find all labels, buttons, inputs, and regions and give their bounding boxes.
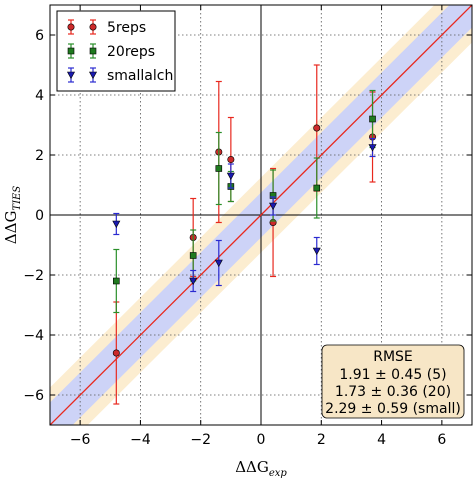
x-tick-label: 0 (257, 432, 266, 448)
data-point-20reps (215, 165, 223, 172)
legend-marker-5reps (89, 23, 97, 31)
axis-labels: ΔΔGexp ΔΔGTIES (2, 186, 287, 479)
legend-item-5reps: 5reps (67, 19, 146, 36)
x-tick-label: −4 (130, 432, 151, 448)
data-point-smallalch (312, 247, 321, 256)
data-point-5reps (227, 156, 235, 164)
data-point-smallalch (368, 144, 377, 152)
legend-marker-smallalch (88, 71, 98, 80)
legend-label-20reps: 20reps (107, 44, 155, 60)
legend-label-5reps: 5reps (107, 20, 146, 36)
legend-label-smallalch: smallalch (107, 68, 173, 84)
data-point-20reps (113, 277, 120, 285)
rmse-line: 1.73 ± 0.36 (20) (335, 384, 451, 400)
y-axis-label: ΔΔGTIES (2, 186, 23, 245)
data-point-smallalch (112, 220, 121, 229)
legend: 5reps 20reps smallalch (56, 10, 176, 92)
x-axis-label-sub: exp (269, 468, 288, 479)
legend-marker-20reps (89, 47, 97, 55)
data-point-20reps (189, 252, 197, 259)
x-tick-label: 2 (317, 432, 326, 448)
x-axis-label-main: ΔΔG (235, 458, 269, 476)
legend-item-smallalch: smallalch (66, 67, 173, 84)
y-tick-label: −2 (23, 268, 44, 284)
legend-item-20reps: 20reps (67, 43, 155, 60)
y-tick-label: 6 (35, 28, 44, 44)
series-smallalch (112, 137, 377, 293)
legend-box (56, 10, 176, 92)
data-point-smallalch (189, 277, 198, 286)
x-tick-label: 4 (377, 432, 386, 448)
data-point-20reps (369, 115, 376, 123)
x-tick-label: −2 (190, 432, 211, 448)
legend-marker-20reps (67, 47, 75, 55)
rmse-line: 2.29 ± 0.59 (small) (325, 401, 461, 417)
y-tick-label: 2 (35, 148, 44, 164)
data-points (112, 64, 377, 405)
y-tick-label: −4 (23, 328, 44, 344)
rmse-title: RMSE (373, 349, 413, 365)
x-tick-label: −6 (70, 432, 91, 448)
data-point-smallalch (226, 172, 235, 181)
x-axis-label: ΔΔGexp (235, 458, 287, 479)
data-point-smallalch (214, 259, 223, 268)
legend-marker-smallalch (66, 71, 76, 80)
legend-marker-5reps (67, 23, 75, 31)
data-point-5reps (112, 349, 120, 357)
data-point-smallalch (269, 202, 278, 211)
y-tick-label: 4 (35, 88, 44, 104)
identity-line-group (50, 5, 472, 425)
y-axis-label-sub: TIES (12, 186, 23, 211)
y-axis-label-main: ΔΔG (2, 211, 20, 245)
rmse-annotation: RMSE 1.91 ± 0.45 (5)1.73 ± 0.36 (20)2.29 … (321, 344, 465, 419)
identity-line (50, 5, 472, 425)
y-tick-label: −6 (23, 388, 44, 404)
rmse-line: 1.91 ± 0.45 (5) (339, 367, 446, 383)
x-tick-label: 6 (437, 432, 446, 448)
y-tick-label: 0 (35, 208, 44, 224)
data-point-20reps (313, 184, 321, 192)
data-point-5reps (313, 124, 321, 132)
rmse-box (321, 344, 465, 419)
axis-ticks: −6 −4 −2 0 2 4 6 −6 −4 −2 0 2 4 6 (23, 5, 472, 448)
